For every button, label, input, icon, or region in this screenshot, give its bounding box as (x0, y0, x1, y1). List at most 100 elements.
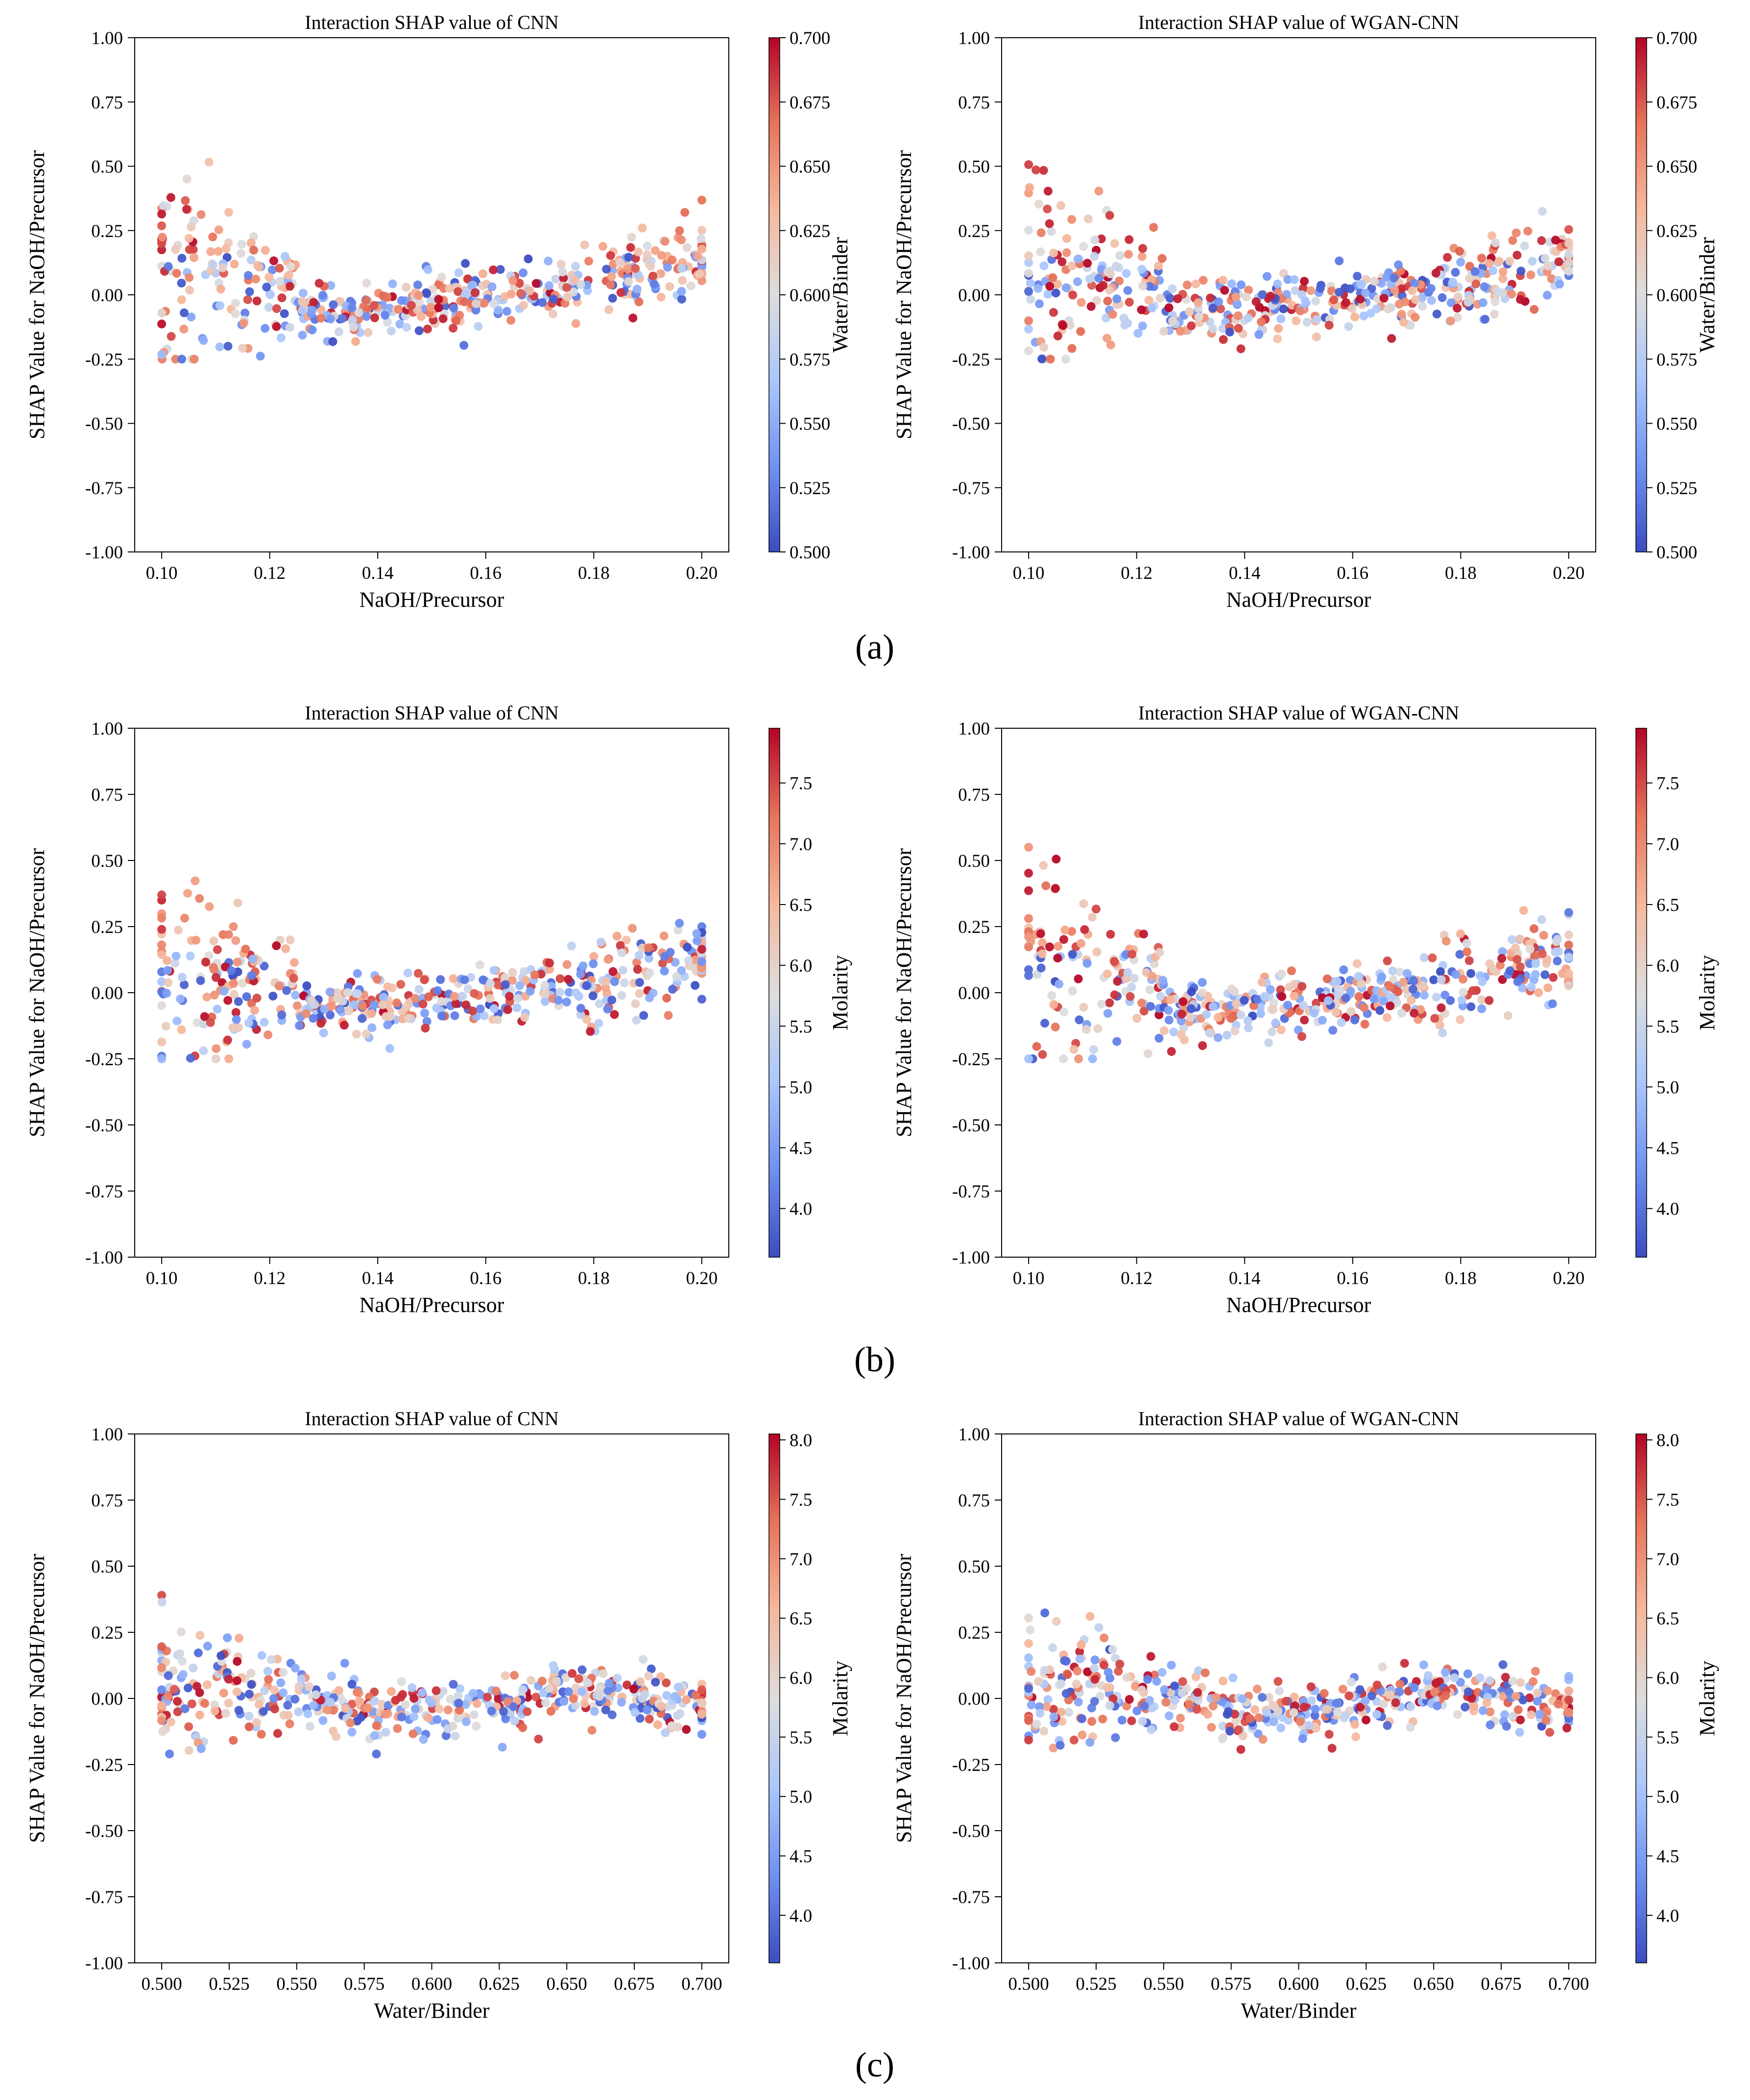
data-point (1312, 999, 1321, 1008)
data-point (1105, 998, 1114, 1007)
data-point (1123, 286, 1132, 295)
data-point (634, 247, 643, 257)
data-point (261, 246, 270, 255)
data-point (1475, 1673, 1485, 1682)
data-point (355, 1696, 364, 1706)
data-point (162, 988, 171, 998)
data-point (1219, 276, 1228, 285)
data-point (1464, 1687, 1473, 1696)
data-point (297, 1674, 306, 1684)
data-point (513, 994, 523, 1003)
data-point (556, 260, 566, 269)
data-point (1034, 1677, 1043, 1686)
data-point (326, 281, 336, 290)
data-point (472, 299, 480, 309)
data-point (1356, 1702, 1365, 1712)
data-point (1103, 1683, 1112, 1692)
data-point (383, 318, 392, 327)
data-point (170, 958, 180, 968)
data-point (306, 1722, 314, 1731)
data-point (1198, 978, 1207, 987)
data-point (1564, 1695, 1573, 1705)
data-point (508, 276, 518, 286)
data-point (1283, 275, 1293, 284)
colorbar-tick-label: 0.625 (790, 221, 830, 241)
data-point (1459, 975, 1467, 984)
data-point (1148, 972, 1156, 981)
data-point (275, 263, 284, 273)
data-point (1207, 1723, 1216, 1732)
data-point (697, 276, 706, 286)
data-point (1367, 1691, 1376, 1700)
data-point (1462, 947, 1472, 956)
data-point (519, 268, 527, 278)
scatter-points (157, 1591, 706, 1759)
data-point (691, 1691, 700, 1700)
data-point (1554, 257, 1563, 266)
data-point (291, 1664, 300, 1673)
data-point (1105, 211, 1114, 220)
data-point (1488, 266, 1498, 275)
data-point (562, 960, 572, 969)
data-point (1115, 1659, 1125, 1669)
data-point (1360, 1020, 1369, 1029)
data-point (1300, 296, 1310, 306)
data-point (244, 1712, 254, 1721)
data-point (634, 297, 644, 307)
data-point (393, 1724, 402, 1733)
data-point (1214, 1013, 1223, 1022)
data-point (1105, 269, 1115, 278)
data-point (195, 1631, 205, 1640)
data-point (294, 1682, 304, 1691)
data-point (193, 1648, 203, 1658)
data-point (392, 998, 401, 1007)
colorbar-label: Water/Binder (1695, 237, 1719, 353)
data-point (569, 1694, 578, 1703)
data-point (1290, 275, 1299, 284)
data-point (1354, 972, 1363, 981)
data-point (1125, 298, 1134, 307)
data-point (607, 996, 617, 1005)
data-point (173, 1707, 182, 1717)
data-point (1090, 1655, 1100, 1665)
data-point (603, 1004, 612, 1014)
data-point (309, 1014, 318, 1023)
y-tick-label: -0.50 (85, 414, 123, 434)
data-point (512, 1003, 522, 1012)
data-point (596, 1682, 605, 1691)
data-point (1084, 215, 1093, 223)
data-point (298, 288, 308, 298)
data-point (1455, 246, 1464, 256)
data-point (1334, 984, 1343, 993)
data-point (1429, 975, 1438, 984)
data-point (1026, 279, 1035, 288)
data-point (157, 350, 167, 359)
data-point (1356, 294, 1365, 304)
data-point (612, 931, 622, 941)
y-axis: 1.000.750.500.250.00-0.25-0.50-0.75-1.00 (952, 1425, 1002, 1974)
data-point (1310, 1008, 1319, 1018)
data-point (1377, 279, 1386, 288)
data-point (157, 221, 167, 230)
x-tick-label: 0.12 (1121, 563, 1152, 583)
data-point (1058, 321, 1068, 330)
data-point (1290, 1693, 1299, 1702)
data-point (693, 936, 702, 946)
data-point (1346, 1007, 1356, 1016)
data-point (1341, 1711, 1350, 1720)
data-point (209, 965, 218, 974)
data-point (1024, 258, 1033, 267)
data-point (1045, 219, 1054, 228)
data-point (675, 226, 684, 235)
panel-label: (a) (855, 627, 894, 667)
x-tick-label: 0.14 (1229, 563, 1261, 583)
data-point (1167, 1661, 1176, 1670)
data-point (603, 1686, 613, 1695)
data-point (1537, 236, 1546, 245)
data-point (1466, 969, 1476, 978)
data-point (636, 1677, 645, 1686)
data-point (219, 1689, 228, 1698)
data-point (157, 950, 167, 959)
data-point (1085, 1738, 1095, 1747)
data-point (178, 1670, 188, 1679)
